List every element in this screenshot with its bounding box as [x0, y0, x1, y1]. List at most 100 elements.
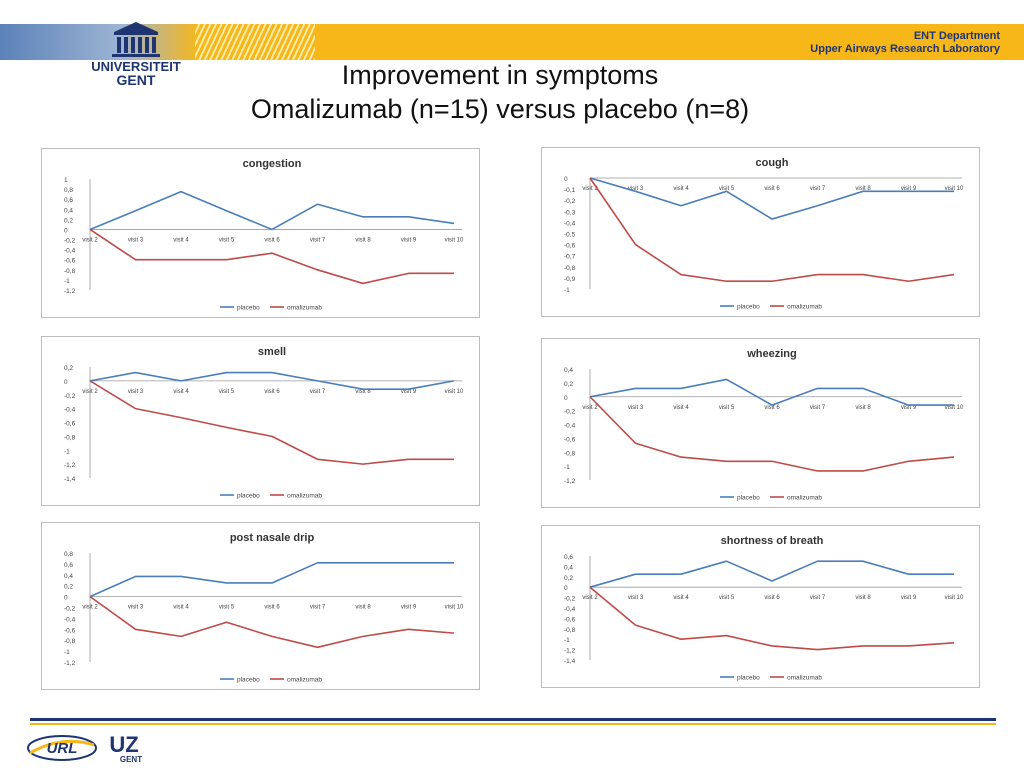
x-tick-label: visit 5 — [219, 237, 235, 243]
y-tick-label: -1 — [64, 448, 70, 455]
y-tick-label: -0,2 — [64, 238, 76, 245]
x-tick-label: visit 5 — [219, 389, 235, 395]
x-tick-label: visit 9 — [401, 389, 417, 395]
y-tick-label: -0,4 — [564, 606, 576, 613]
footer-divider-accent — [30, 723, 996, 725]
y-tick-label: 0 — [64, 595, 68, 602]
x-tick-label: visit 2 — [582, 186, 598, 192]
chart-cough: cough 0 -0,1 -0,2 -0,3 -0,4 -0,5 -0,6 -0,7 -0,8 -0… — [541, 147, 980, 317]
y-tick-label: -0,8 — [564, 450, 576, 457]
x-tick-label: visit 3 — [128, 605, 144, 611]
series-line-omalizumab — [589, 177, 955, 283]
x-tick-label: visit 5 — [719, 595, 735, 601]
chart-congestion: congestion 1 0,8 0,6 0,4 0,2 0 -0,2 -0,4 -0,6 -0,8… — [41, 148, 480, 318]
y-tick-label: -1,4 — [564, 658, 576, 665]
legend-label: omalizumab — [787, 675, 822, 682]
x-tick-label: visit 10 — [445, 605, 464, 611]
x-tick-label: visit 10 — [945, 186, 964, 192]
y-tick-label: -0,7 — [564, 254, 576, 261]
x-tick-label: visit 7 — [810, 186, 826, 192]
department-name: ENT Department — [913, 30, 1000, 42]
chart-svg: wheezing 0,4 0,2 0 -0,2 -0,4 -0,6 -0,8 -1 -1,2 vis… — [564, 348, 964, 502]
x-tick-label: visit 6 — [264, 237, 280, 243]
legend-label: omalizumab — [287, 305, 322, 312]
x-tick-label: visit 4 — [673, 186, 689, 192]
x-tick-label: visit 5 — [719, 186, 735, 192]
x-tick-label: visit 9 — [401, 237, 417, 243]
legend-label: placebo — [237, 677, 260, 684]
y-tick-label: -0,8 — [64, 268, 76, 275]
y-tick-label: -1 — [64, 649, 70, 656]
y-tick-label: -1 — [564, 464, 570, 471]
y-tick-label: 0,2 — [64, 217, 73, 224]
uz-logo-subtext: GENT — [120, 755, 142, 764]
slide-title-line1: Improvement in symptoms — [341, 60, 659, 90]
series-line-omalizumab — [589, 396, 955, 472]
y-tick-label: -0,6 — [564, 616, 576, 623]
university-name-line2: GENT — [117, 72, 156, 88]
series-line-placebo — [589, 177, 954, 220]
y-tick-label: -0,3 — [564, 209, 576, 216]
series-line-omalizumab — [89, 380, 454, 465]
chart-title: post nasale drip — [230, 532, 315, 544]
x-tick-label: visit 2 — [82, 389, 98, 395]
y-tick-label: -1,4 — [64, 476, 76, 483]
department-title: ENT Department Upper Airways Research La… — [740, 30, 1000, 56]
series-line-placebo — [589, 378, 954, 406]
header-left-decoration — [0, 24, 200, 60]
chart-smell: smell 0,2 0 -0,2 -0,4 -0,6 -0,8 -1 -1,2 -1,4 visit… — [41, 336, 480, 506]
x-tick-label: visit 4 — [173, 237, 189, 243]
y-tick-label: 0,4 — [64, 573, 73, 580]
y-tick-label: -0,8 — [64, 434, 76, 441]
chart-wheezing: wheezing 0,4 0,2 0 -0,2 -0,4 -0,6 -0,8 -1 -1,2 vis… — [541, 338, 980, 508]
legend-label: omalizumab — [787, 304, 822, 311]
uz-logo-text: UZ — [109, 732, 138, 757]
y-tick-label: 0,6 — [64, 197, 73, 204]
y-tick-label: -1,2 — [64, 288, 76, 295]
y-tick-label: -0,2 — [64, 393, 76, 400]
y-tick-label: 0,2 — [64, 584, 73, 591]
chart-title: wheezing — [746, 348, 797, 360]
y-tick-label: -0,2 — [564, 596, 576, 603]
chart-post-nasale-drip: post nasale drip 0,8 0,6 0,4 0,2 0 -0,2 -0,4 -0,… — [41, 522, 480, 690]
y-tick-label: -0,4 — [564, 220, 576, 227]
y-tick-label: -0,8 — [564, 627, 576, 634]
x-tick-label: visit 10 — [445, 389, 464, 395]
y-tick-label: -0,1 — [564, 187, 576, 194]
university-logo: UNIVERSITEIT GENT — [91, 22, 181, 88]
y-tick-label: -0,4 — [64, 616, 76, 623]
x-tick-label: visit 10 — [945, 595, 964, 601]
chart-svg: shortness of breath 0,6 0,4 0,2 0 -0,2 -0,4 -0,… — [564, 535, 964, 682]
y-tick-label: -0,2 — [64, 606, 76, 613]
legend-label: omalizumab — [287, 677, 322, 684]
url-logo: URL — [27, 735, 97, 761]
url-logo-swoosh-icon — [29, 739, 95, 755]
x-tick-label: visit 4 — [173, 389, 189, 395]
y-tick-label: -0,8 — [64, 638, 76, 645]
x-tick-label: visit 3 — [628, 405, 644, 411]
series-line-omalizumab — [89, 228, 454, 285]
x-tick-label: visit 6 — [264, 389, 280, 395]
legend-label: placebo — [237, 493, 260, 500]
x-tick-label: visit 7 — [810, 595, 826, 601]
header-mid-decoration — [195, 24, 315, 60]
y-tick-label: -1 — [564, 637, 570, 644]
y-tick-label: -0,5 — [564, 232, 576, 239]
x-tick-label: visit 9 — [901, 595, 917, 601]
legend-label: placebo — [737, 675, 760, 682]
x-tick-label: visit 7 — [810, 405, 826, 411]
y-tick-label: -0,6 — [564, 243, 576, 250]
x-tick-label: visit 8 — [855, 186, 871, 192]
y-tick-label: -1,2 — [564, 478, 576, 485]
url-logo-text: URL — [47, 740, 78, 757]
x-tick-label: visit 8 — [355, 605, 371, 611]
x-tick-label: visit 8 — [355, 389, 371, 395]
x-tick-label: visit 5 — [719, 405, 735, 411]
y-tick-label: 0,8 — [64, 551, 73, 558]
y-tick-label: 0 — [564, 585, 568, 592]
university-name-line1: UNIVERSITEIT — [91, 59, 181, 74]
y-tick-label: -0,4 — [64, 248, 76, 255]
x-tick-label: visit 6 — [264, 605, 280, 611]
x-tick-label: visit 9 — [901, 186, 917, 192]
y-tick-label: -0,6 — [64, 627, 76, 634]
